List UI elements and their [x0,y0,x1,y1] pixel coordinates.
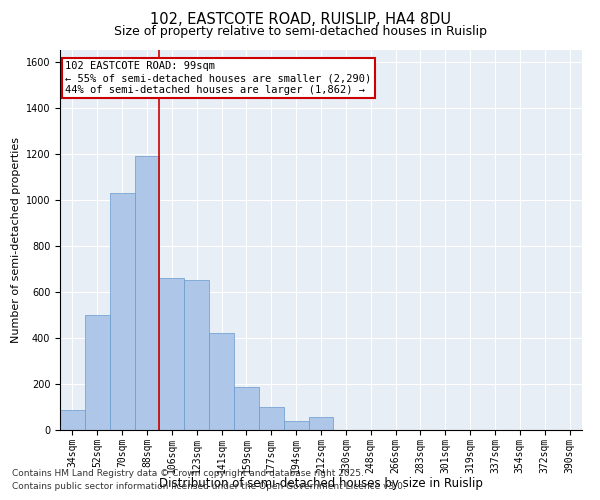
Text: Contains HM Land Registry data © Crown copyright and database right 2025.: Contains HM Land Registry data © Crown c… [12,468,364,477]
Bar [60,410,85,430]
Text: Contains public sector information licensed under the Open Government Licence v3: Contains public sector information licen… [12,482,406,491]
Bar [134,156,160,430]
Bar [85,315,110,430]
Bar [160,278,184,430]
Bar [209,334,234,430]
Text: 102 EASTCOTE ROAD: 99sqm
← 55% of semi-detached houses are smaller (2,290)
44% o: 102 EASTCOTE ROAD: 99sqm ← 55% of semi-d… [65,62,371,94]
Bar [259,407,284,430]
Y-axis label: Number of semi-detached properties: Number of semi-detached properties [11,137,22,343]
Text: 102, EASTCOTE ROAD, RUISLIP, HA4 8DU: 102, EASTCOTE ROAD, RUISLIP, HA4 8DU [149,12,451,28]
Bar [234,388,259,430]
Text: Size of property relative to semi-detached houses in Ruislip: Size of property relative to semi-detach… [113,25,487,38]
Bar [110,193,134,430]
Bar [184,280,209,430]
X-axis label: Distribution of semi-detached houses by size in Ruislip: Distribution of semi-detached houses by … [159,477,483,490]
Bar [284,421,308,430]
Bar [308,418,334,430]
